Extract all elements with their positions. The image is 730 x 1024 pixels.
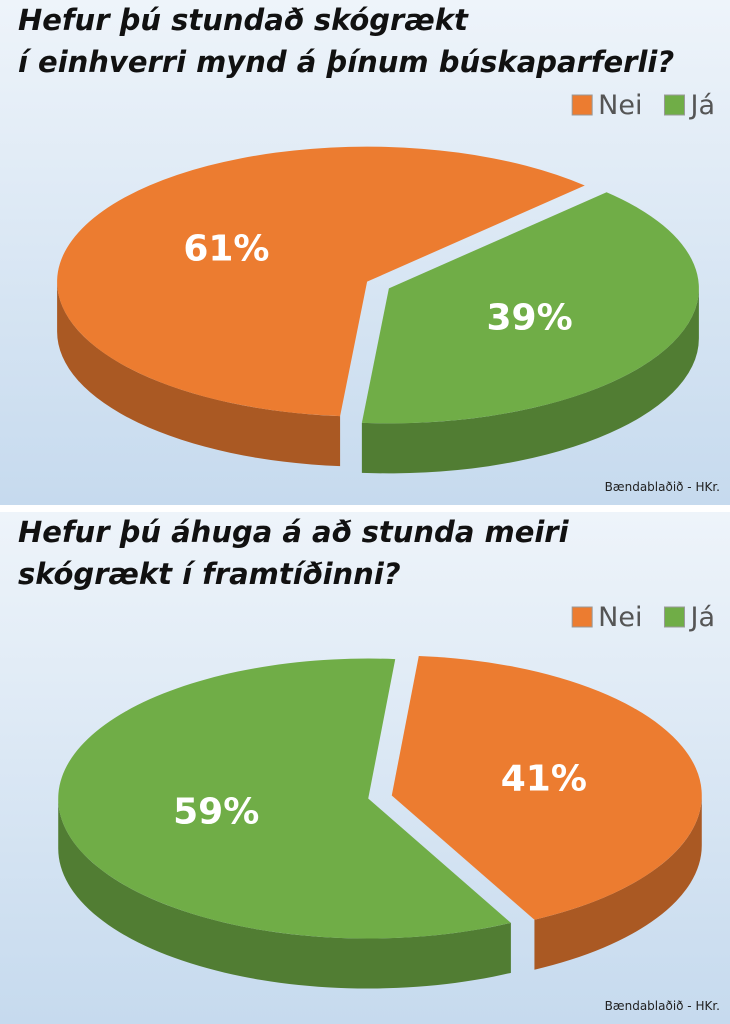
legend-label: Já bbox=[688, 90, 715, 121]
slice bbox=[58, 658, 511, 939]
slice bbox=[57, 146, 585, 417]
legend-label: Nei bbox=[598, 90, 642, 121]
legend-swatch bbox=[571, 606, 593, 628]
data-label: 39% bbox=[487, 297, 573, 338]
chart-panel: Hefur þú áhuga á að stunda meiri skógrækt… bbox=[0, 512, 730, 1024]
data-label: 41% bbox=[501, 758, 587, 799]
chart-title: Hefur þú stundað skógrækt bbox=[18, 3, 469, 37]
legend-swatch bbox=[663, 94, 685, 116]
slice bbox=[391, 655, 702, 920]
chart-title: Hefur þú áhuga á að stunda meiri bbox=[18, 515, 570, 549]
chart-panel: Hefur þú stundað skógrækt í einhverri myn… bbox=[0, 0, 730, 505]
data-label: 59% bbox=[173, 792, 259, 833]
legend-swatch bbox=[571, 94, 593, 116]
slice-side bbox=[58, 798, 511, 989]
legend-swatch bbox=[663, 606, 685, 628]
chart-title: í einhverri mynd á þínum búskaparferli? bbox=[18, 45, 674, 79]
slice bbox=[361, 192, 699, 424]
slice-side bbox=[361, 288, 699, 474]
data-label: 61% bbox=[183, 229, 269, 270]
legend-label: Já bbox=[688, 602, 715, 633]
source-note: Bændablaðið - HKr. bbox=[605, 999, 720, 1013]
source-note: Bændablaðið - HKr. bbox=[605, 480, 720, 494]
slice-side bbox=[57, 281, 341, 467]
chart-title: skógrækt í framtíðinni? bbox=[18, 557, 401, 591]
legend-label: Nei bbox=[598, 602, 642, 633]
slice-side bbox=[534, 795, 702, 970]
